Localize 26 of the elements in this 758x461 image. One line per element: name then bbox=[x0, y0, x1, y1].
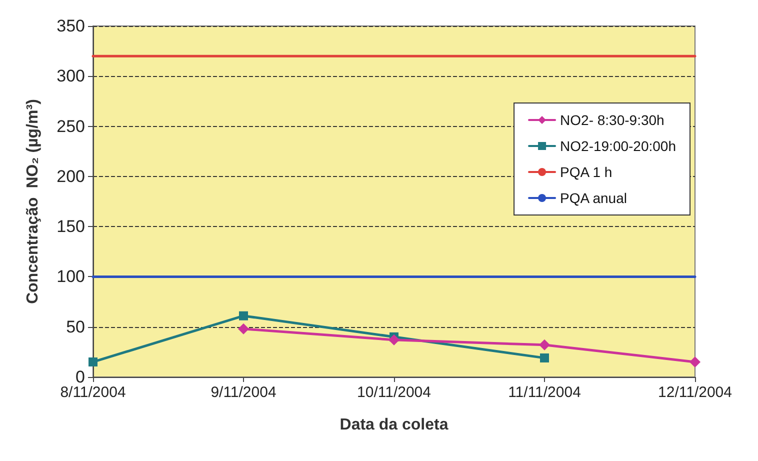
x-axis-title: Data da coleta bbox=[340, 416, 448, 434]
point bbox=[239, 311, 248, 320]
x-tick-label: 9/11/2004 bbox=[210, 384, 276, 401]
legend-label: NO2-19:00-20:00h bbox=[560, 138, 676, 154]
y-tick-label: 0 bbox=[76, 368, 85, 386]
point bbox=[388, 334, 400, 346]
x-tick-label: 10/11/2004 bbox=[357, 384, 431, 401]
y-tick-label: 350 bbox=[56, 16, 85, 36]
x-tick-label: 12/11/2004 bbox=[658, 384, 732, 401]
point bbox=[690, 356, 700, 368]
y-tick-label: 200 bbox=[56, 166, 85, 186]
x-tick-label: 8/11/2004 bbox=[60, 384, 126, 401]
y-tick-label: 50 bbox=[66, 317, 85, 336]
point bbox=[88, 357, 98, 366]
y-tick-label: 300 bbox=[56, 66, 85, 86]
point bbox=[540, 353, 549, 362]
point bbox=[238, 323, 249, 334]
y-tick-label: 100 bbox=[56, 267, 85, 286]
y-tick-label: 250 bbox=[56, 116, 85, 136]
y-axis-title: Concentração NO₂ (µg/m³) bbox=[24, 99, 42, 304]
point bbox=[539, 339, 550, 350]
y-tick-label: 150 bbox=[56, 217, 85, 236]
legend-label: PQA 1 h bbox=[560, 164, 612, 180]
x-tick-label: 11/11/2004 bbox=[508, 384, 581, 401]
legend-label: PQA anual bbox=[560, 190, 627, 206]
legend-label: NO2- 8:30-9:30h bbox=[560, 112, 664, 128]
